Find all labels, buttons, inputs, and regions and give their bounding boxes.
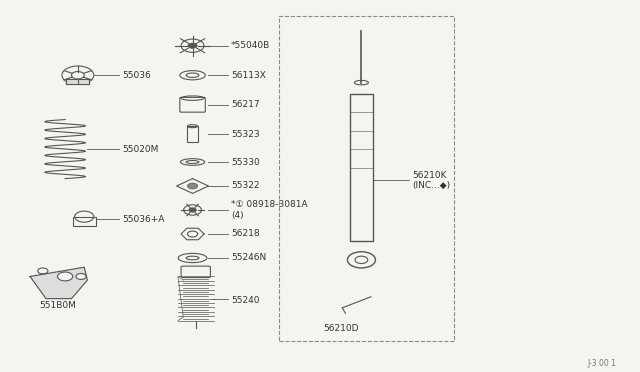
- Circle shape: [188, 43, 197, 48]
- Text: 55036+A: 55036+A: [122, 215, 165, 224]
- Text: 55020M: 55020M: [122, 145, 159, 154]
- Circle shape: [58, 272, 73, 281]
- Text: 55246N: 55246N: [231, 253, 266, 263]
- Polygon shape: [67, 79, 90, 84]
- Bar: [188, 126, 198, 142]
- Circle shape: [76, 273, 86, 279]
- Bar: [350, 94, 373, 241]
- Text: *55040B: *55040B: [231, 41, 270, 50]
- Text: 55036: 55036: [122, 71, 151, 80]
- Text: 56210D: 56210D: [323, 324, 358, 333]
- Bar: [73, 217, 96, 225]
- Circle shape: [189, 208, 196, 212]
- Circle shape: [38, 268, 48, 274]
- Text: J-3 00 1: J-3 00 1: [588, 359, 616, 368]
- Text: 551B0M: 551B0M: [40, 301, 77, 311]
- Text: 56113X: 56113X: [231, 71, 266, 80]
- Circle shape: [188, 183, 198, 189]
- Text: 55322: 55322: [231, 182, 259, 190]
- Text: 55240: 55240: [231, 296, 259, 305]
- Text: 56218: 56218: [231, 230, 259, 238]
- Text: 55323: 55323: [231, 130, 259, 139]
- Text: 56217: 56217: [231, 100, 259, 109]
- Text: *① 08918-3081A
(4): *① 08918-3081A (4): [231, 200, 307, 220]
- Polygon shape: [30, 267, 88, 299]
- Bar: [278, 16, 454, 341]
- Text: 55330: 55330: [231, 157, 260, 167]
- Text: 56210K
(INC...◆): 56210K (INC...◆): [412, 171, 451, 190]
